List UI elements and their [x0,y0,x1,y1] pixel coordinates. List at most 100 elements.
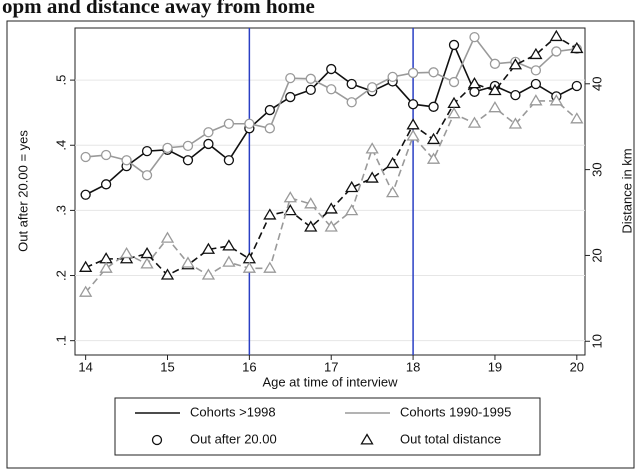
data-point [99,261,113,273]
data-point [182,155,194,166]
data-point [305,73,316,84]
data-point [201,268,216,280]
x-tick-label: 19 [488,359,502,374]
x-tick-label: 17 [324,359,338,374]
data-point [406,118,420,130]
legend-label: Out after 20.00 [190,431,277,446]
data-point [263,261,277,273]
data-point [119,246,134,259]
data-point [570,41,584,54]
data-point [529,47,543,60]
data-point [283,204,297,216]
data-point [488,101,502,113]
data-point [367,82,378,93]
data-point [100,179,112,190]
data-point [222,255,236,267]
data-point [223,155,235,166]
legend-box [114,397,541,456]
data-point [162,142,173,154]
data-point [549,94,563,106]
data-point [285,91,296,103]
data-point [141,145,153,157]
data-point [244,118,255,129]
legend-marker [360,433,374,445]
data-point [304,220,318,232]
data-point [79,285,93,297]
x-axis-label: Age at time of interview [262,374,398,389]
data-point [203,138,214,150]
data-point [181,256,195,268]
data-point [100,149,112,161]
y-tick-label: .3 [53,205,68,216]
data-point [426,152,441,164]
data-point [326,84,337,95]
data-point [448,76,460,88]
data-point [365,142,379,154]
data-point [140,257,154,269]
y2-tick-label: 40 [589,77,604,91]
chart-title: opm and distance away from home [2,0,315,18]
y-axis-label: Out after 20.00 = yes [15,130,30,252]
data-point [121,155,132,166]
data-point [549,29,563,42]
data-point [385,186,400,198]
plot-frame [74,27,586,356]
y2-axis-label: Distance in km [619,148,634,233]
data-point [406,129,420,141]
data-point [570,112,584,124]
data-point [508,117,523,129]
data-point [324,202,338,214]
legend-label: Out total distance [400,431,501,446]
data-point [407,99,419,110]
data-point [510,89,521,101]
data-point [428,101,439,112]
data-point [508,58,523,70]
data-point [387,71,398,83]
data-point [551,46,562,57]
x-tick-label: 18 [406,359,420,374]
data-point [182,140,194,152]
y-tick-label: .1 [53,335,68,346]
legend-label: Cohorts >1998 [190,404,276,419]
data-point [469,86,480,97]
data-point [223,118,235,129]
x-tick-label: 20 [570,359,584,374]
data-point [467,116,482,128]
data-point [79,260,93,272]
data-point [345,180,359,193]
x-tick-label: 16 [242,359,256,374]
y-tick-label: .4 [53,140,68,151]
data-point [263,208,277,220]
data-point [529,94,543,106]
y-tick-label: .5 [53,75,68,86]
data-point [326,63,337,75]
data-point [346,78,357,90]
data-point [264,104,275,116]
data-point [201,242,216,254]
data-point [160,268,175,280]
y-tick-label: .2 [53,270,68,281]
data-point [222,239,236,251]
data-point [305,84,316,96]
data-point [283,191,297,203]
y2-tick-label: 10 [589,334,604,348]
data-point [428,67,439,78]
legend-label: Cohorts 1990-1995 [400,404,511,419]
data-point [264,123,275,134]
data-point [80,189,91,200]
legend-marker [151,434,163,446]
data-point [448,39,460,51]
data-point [141,170,153,181]
data-point [407,67,419,79]
data-point [285,73,296,84]
data-point [469,31,480,43]
x-tick-label: 15 [160,359,174,374]
data-point [80,151,91,163]
data-point [345,204,359,216]
data-point [242,261,257,273]
data-point [385,156,400,169]
data-point [426,132,441,145]
data-point [530,78,542,90]
